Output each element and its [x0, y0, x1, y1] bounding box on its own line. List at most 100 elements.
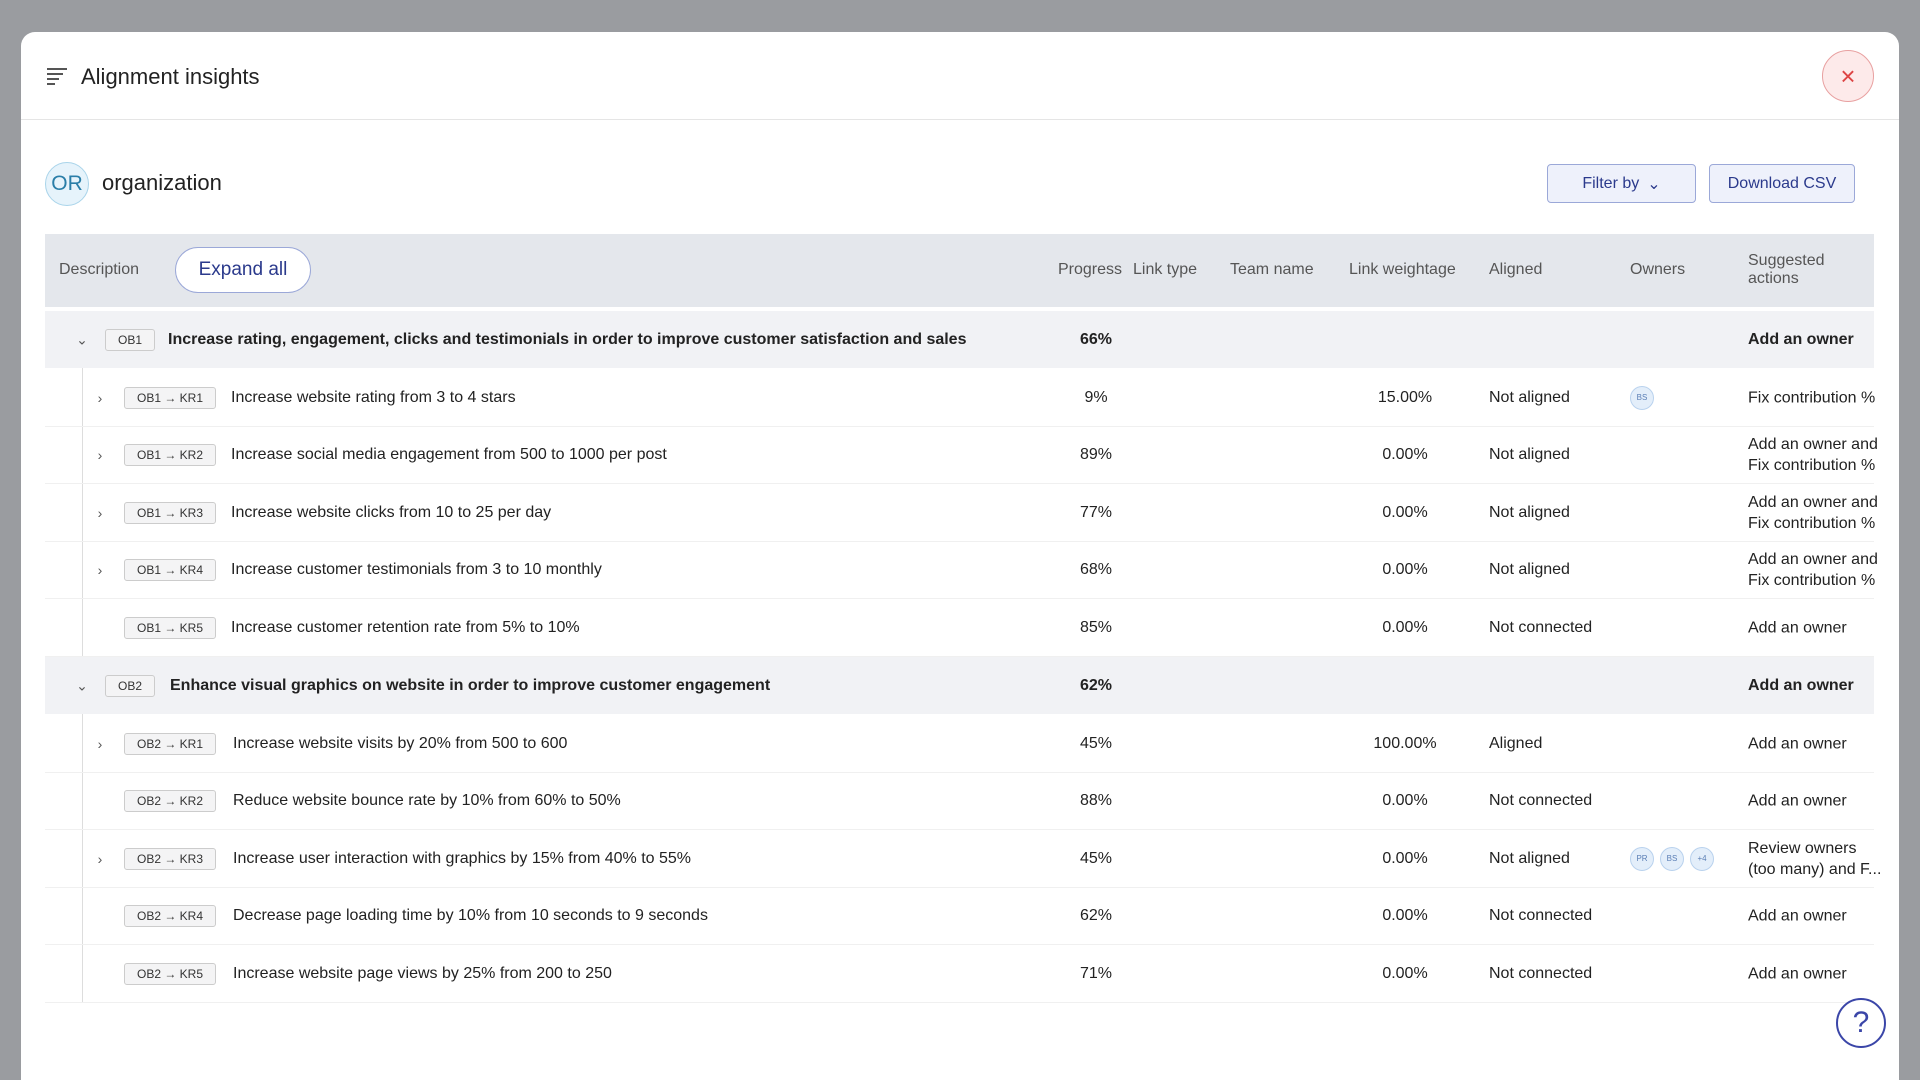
expand-chevron[interactable]: ›: [97, 504, 103, 521]
kr-aligned: Not connected: [1489, 907, 1593, 924]
filter-button[interactable]: Filter by ⌄: [1547, 164, 1696, 203]
kr-text: Decrease page loading time by 10% from 1…: [233, 907, 708, 924]
objective-band: [45, 657, 1874, 714]
kr-weightage: 0.00%: [1382, 907, 1428, 924]
objective-title: Enhance visual graphics on website in or…: [170, 677, 771, 694]
table: Description Progress Link type Team name Lin…: [45, 234, 1881, 1080]
column-header: Team name: [1230, 261, 1314, 278]
row-divider: [45, 598, 1874, 599]
kr-progress: 77%: [1079, 503, 1113, 521]
kr-code: OB1 → KR4: [124, 559, 217, 581]
kr-weightage: 0.00%: [1382, 503, 1428, 521]
kr-text: Increase website rating from 3 to 4 star…: [231, 388, 516, 406]
owner-avatar: PR: [1630, 846, 1654, 871]
kr-progress: 9%: [1084, 388, 1108, 406]
objective-code: OB1: [105, 329, 156, 351]
objective-progress: 62%: [1079, 677, 1113, 694]
kr-text: Increase website clicks from 10 to 25 pe…: [231, 503, 552, 521]
kr-code: OB2 → KR1: [124, 732, 217, 755]
insights-icon: [47, 68, 67, 85]
kr-aligned: Not connected: [1489, 964, 1593, 982]
kr-weightage: 15.00%: [1377, 388, 1433, 406]
kr-code: OB2 → KR3: [124, 847, 217, 870]
kr-aligned: Not aligned: [1489, 561, 1570, 578]
kr-text: Increase customer testimonials from 3 to…: [231, 561, 602, 578]
kr-code: OB1 → KR1: [124, 386, 217, 409]
kr-code: OB2 → KR4: [124, 905, 217, 927]
kr-action: Review owners (too many) and F...: [1748, 839, 1882, 878]
objective-code: OB2: [105, 675, 156, 697]
kr-code: OB2 → KR2: [124, 790, 217, 812]
kr-action: Add an owner and Fix contribution %: [1748, 493, 1878, 532]
row-divider: [45, 1001, 1874, 1003]
kr-text: Increase customer retention rate from 5%…: [231, 618, 580, 636]
close-button[interactable]: ×: [1822, 50, 1874, 102]
column-header: Link type: [1133, 261, 1198, 278]
kr-progress: 85%: [1079, 618, 1113, 636]
table-header: [45, 234, 1874, 307]
kr-progress: 62%: [1079, 907, 1113, 924]
kr-code: OB1 → KR3: [124, 501, 217, 524]
kr-text: Increase website visits by 20% from 500 …: [233, 734, 568, 752]
row-divider: [45, 483, 1874, 484]
tree-line: [82, 714, 83, 1002]
kr-weightage: 0.00%: [1382, 849, 1428, 867]
row-divider: [45, 425, 1874, 427]
column-header: Link weightage: [1349, 261, 1456, 278]
expand-chevron[interactable]: ›: [97, 562, 103, 578]
kr-weightage: 0.00%: [1382, 792, 1428, 809]
help-button[interactable]: ?: [1836, 998, 1886, 1048]
kr-text: Increase social media engagement from 50…: [231, 446, 667, 463]
kr-action: Add an owner: [1748, 619, 1847, 636]
kr-action: Add an owner: [1748, 965, 1847, 982]
kr-aligned: Not connected: [1489, 792, 1593, 809]
kr-text: Increase user interaction with graphics …: [233, 849, 692, 867]
expand-chevron[interactable]: ›: [97, 447, 103, 463]
objective-action: Add an owner: [1748, 677, 1854, 694]
download-button[interactable]: Download CSV: [1709, 164, 1855, 203]
row-divider: [45, 771, 1874, 773]
kr-progress: 45%: [1079, 734, 1113, 752]
tree-line: [82, 368, 83, 656]
row-divider: [45, 540, 1874, 542]
kr-text: Increase website page views by 25% from …: [233, 964, 612, 982]
collapse-chevron[interactable]: ⌄: [76, 331, 88, 348]
expand-all-button[interactable]: Expand all: [175, 247, 311, 293]
row-divider: [45, 944, 1874, 945]
objective-band: [45, 311, 1874, 368]
objective-title: Increase rating, engagement, clicks and …: [168, 331, 967, 348]
kr-aligned: Not aligned: [1489, 849, 1570, 867]
expand-chevron[interactable]: ›: [97, 850, 103, 867]
kr-code: OB1 → KR2: [124, 444, 217, 466]
column-header: Description: [59, 261, 140, 278]
expand-chevron[interactable]: ›: [97, 389, 103, 406]
modal: Alignment insights × OR organization Fil…: [21, 32, 1899, 1080]
kr-aligned: Aligned: [1489, 734, 1543, 752]
owner-avatar: BS: [1660, 846, 1684, 871]
column-header: Progress: [1058, 261, 1123, 278]
modal-title: Alignment insights: [81, 64, 260, 89]
kr-progress: 89%: [1079, 446, 1113, 463]
objective-action: Add an owner: [1748, 331, 1854, 348]
divider: [21, 119, 1899, 120]
filter-label: Filter by: [1582, 174, 1640, 192]
kr-weightage: 0.00%: [1382, 561, 1428, 578]
kr-aligned: Not aligned: [1489, 503, 1570, 521]
row-divider: [45, 655, 1874, 657]
objective-progress: 66%: [1079, 331, 1113, 348]
kr-progress: 88%: [1079, 792, 1113, 809]
expand-chevron[interactable]: ›: [97, 735, 103, 752]
kr-text: Reduce website bounce rate by 10% from 6…: [233, 792, 621, 809]
kr-action: Fix contribution %: [1748, 389, 1876, 406]
kr-action: Add an owner and Fix contribution %: [1748, 436, 1878, 474]
kr-aligned: Not aligned: [1489, 446, 1570, 463]
column-header: Owners: [1630, 261, 1686, 278]
kr-aligned: Not aligned: [1489, 388, 1570, 406]
collapse-chevron[interactable]: ⌄: [76, 677, 88, 694]
kr-code: OB1 → KR5: [124, 616, 217, 639]
org-name: organization: [102, 170, 222, 195]
kr-weightage: 0.00%: [1382, 964, 1428, 982]
kr-weightage: 0.00%: [1382, 618, 1428, 636]
kr-action: Add an owner: [1748, 792, 1847, 810]
